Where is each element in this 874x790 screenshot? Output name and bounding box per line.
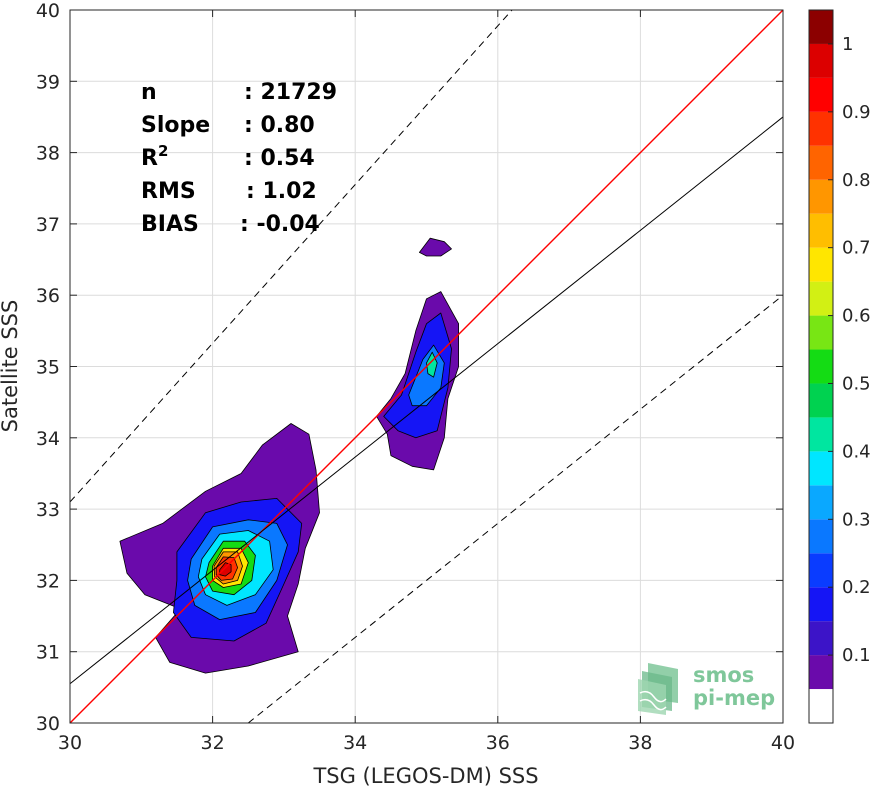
colorbar-bin [809, 247, 833, 282]
logo-line2: pi-mep [693, 686, 775, 710]
y-tick-label: 35 [36, 357, 60, 379]
colorbar-tick-label: 0.5 [842, 373, 871, 394]
y-tick-label: 32 [36, 570, 60, 592]
colorbar-bin [809, 111, 833, 146]
colorbar: 0.1 0.2 0.3 0.4 0.5 0.6 0.7 0.8 0.9 1 [808, 9, 871, 724]
y-tick-label: 38 [36, 143, 60, 165]
colorbar-tick-label: 0.8 [842, 170, 871, 191]
x-tick-label: 34 [343, 732, 367, 754]
colorbar-bin [809, 281, 833, 316]
stat-label: RMS [141, 179, 196, 204]
x-tick-label: 36 [486, 732, 510, 754]
x-axis-label: TSG (LEGOS-DM) SSS [312, 764, 538, 788]
colorbar-bin [809, 451, 833, 486]
colorbar-bin [809, 689, 833, 723]
stat-value: : 1.02 [246, 179, 317, 204]
colorbar-tick-label: 1 [842, 34, 853, 55]
colorbar-bin [809, 621, 833, 656]
colorbar-bin [809, 213, 833, 248]
y-tick-label: 33 [36, 499, 60, 521]
stat-label: n [141, 80, 157, 105]
stat-value: : -0.04 [240, 212, 320, 237]
colorbar-tick-label: 0.4 [842, 441, 871, 462]
colorbar-tick-label: 0.1 [842, 645, 871, 666]
stat-value: : 0.80 [244, 113, 315, 138]
x-tick-label: 32 [201, 732, 225, 754]
colorbar-tick-label: 0.3 [842, 509, 871, 530]
y-tick-label: 34 [36, 428, 60, 450]
reference-lines [69, 9, 784, 724]
stat-value: : 0.54 [244, 146, 315, 171]
identity-line [69, 9, 784, 724]
colorbar-bin [809, 179, 833, 214]
colorbar-bin [809, 587, 833, 622]
colorbar-tick-label: 0.7 [842, 238, 871, 259]
stat-label: Slope [141, 113, 210, 138]
colorbar-bin [809, 485, 833, 520]
colorbar-tick-label: 0.2 [842, 577, 871, 598]
y-tick-label: 39 [36, 71, 60, 93]
axis-ticks: 30 32 34 36 38 40 30 31 32 33 34 35 36 37 38 39 40 [36, 0, 795, 754]
colorbar-bin [809, 553, 833, 588]
contour-level [419, 237, 452, 257]
colorbar-bin [809, 519, 833, 554]
stat-value: : 21729 [244, 80, 337, 105]
colorbar-bin [809, 145, 833, 180]
regression-line [69, 116, 784, 685]
colorbar-bin [809, 43, 833, 78]
y-axis-label: Satellite SSS [0, 300, 22, 433]
colorbar-bin [809, 315, 833, 350]
logo-graphic [638, 663, 678, 715]
lower-line [247, 294, 784, 724]
colorbar-bin [809, 417, 833, 452]
y-tick-label: 40 [36, 0, 60, 22]
smos-pi-mep-logo: smos pi-mep [638, 663, 775, 715]
y-tick-label: 30 [36, 713, 60, 735]
y-tick-label: 36 [36, 285, 60, 307]
x-tick-label: 38 [628, 732, 652, 754]
x-tick-label: 30 [58, 732, 82, 754]
colorbar-tick-label: 0.6 [842, 306, 871, 327]
colorbar-bin [809, 349, 833, 384]
upper-line [69, 9, 513, 503]
colorbar-tick-label: 0.9 [842, 102, 871, 123]
contour-level [219, 562, 232, 577]
x-tick-label: 40 [771, 732, 795, 754]
colorbar-bin [809, 383, 833, 418]
density-contours [119, 237, 459, 674]
stat-label: BIAS [141, 212, 199, 237]
y-tick-label: 37 [36, 214, 60, 236]
plot-area: 30 32 34 36 38 40 30 31 32 33 34 35 36 37 38 39 40 [36, 0, 795, 754]
colorbar-frame [808, 9, 834, 724]
logo-line1: smos [693, 663, 754, 687]
colorbar-bin [809, 10, 833, 44]
colorbar-bin [809, 655, 833, 690]
y-tick-label: 31 [36, 642, 60, 664]
colorbar-bin [809, 77, 833, 112]
